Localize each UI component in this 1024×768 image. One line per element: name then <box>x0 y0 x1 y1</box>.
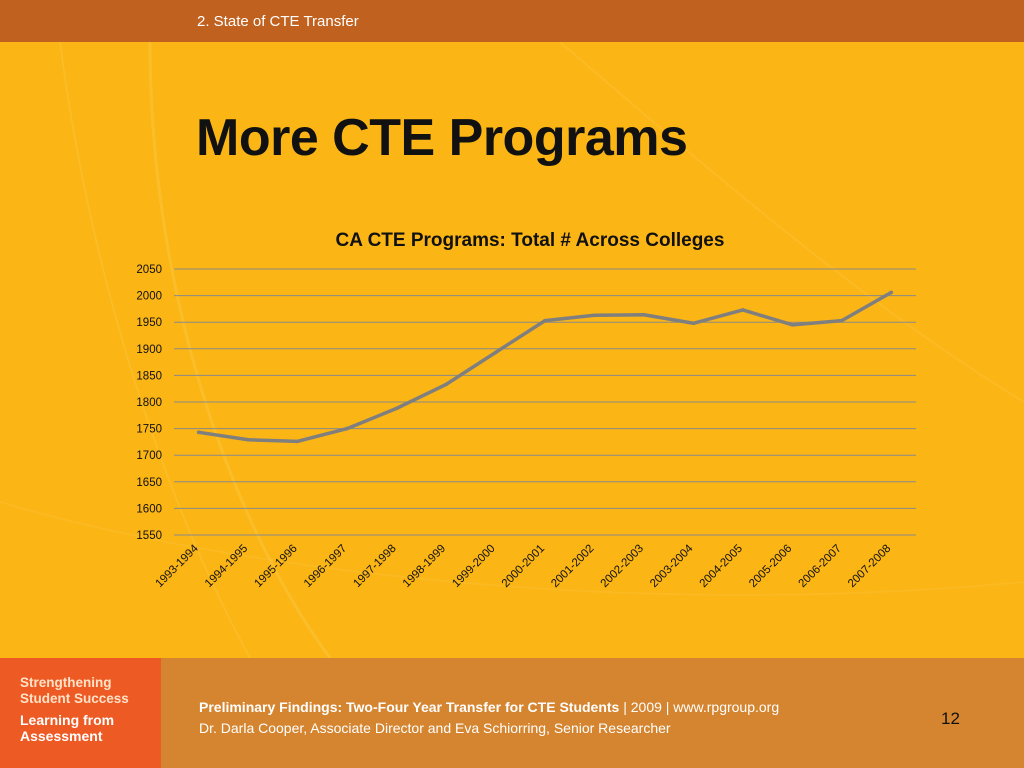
x-tick-label: 2000-2001 <box>500 543 547 590</box>
x-tick-label: 2001-2002 <box>549 543 596 590</box>
series-layer <box>196 290 894 444</box>
data-point <box>493 350 498 355</box>
grid-layer <box>174 268 916 536</box>
x-tick-label: 1997-1998 <box>351 543 398 590</box>
top-bar: 2. State of CTE Transfer <box>0 0 1024 42</box>
y-tick-label: 2000 <box>136 291 162 303</box>
data-point <box>592 313 597 318</box>
x-tick-label: 1999-2000 <box>450 543 497 590</box>
chart-title: CA CTE Programs: Total # Across Colleges <box>336 230 725 251</box>
data-point <box>790 323 795 327</box>
x-tick-label: 2005-2006 <box>747 543 794 590</box>
x-tick-label: 2003-2004 <box>648 542 696 590</box>
y-tick-label: 1850 <box>136 370 162 382</box>
section-label: 2. State of CTE Transfer <box>197 13 359 30</box>
y-tick-label: 2050 <box>136 264 162 276</box>
x-tick-label: 2007-2008 <box>846 543 893 590</box>
x-tick-label: 1993-1994 <box>153 542 201 590</box>
footer-study-line: Preliminary Findings: Two-Four Year Tran… <box>199 699 779 715</box>
line-chart: CA CTE Programs: Total # Across Colleges… <box>136 230 916 590</box>
logo-line-strengthening: Strengthening <box>20 675 112 690</box>
y-tick-label: 1650 <box>136 477 162 489</box>
x-tick-label: 2006-2007 <box>797 543 844 590</box>
footer-study-meta: | 2009 | www.rpgroup.org <box>619 699 780 715</box>
x-tick-label: 1996-1997 <box>302 543 349 590</box>
series-line <box>196 290 894 444</box>
logo-line-learning-from: Learning from <box>20 712 115 728</box>
background-arcs <box>0 42 1024 658</box>
data-point <box>840 318 844 323</box>
logo-line-student-success: Student Success <box>20 691 129 706</box>
data-point <box>741 308 745 312</box>
data-point <box>394 406 399 411</box>
data-point <box>345 426 349 431</box>
page-number: 12 <box>941 709 960 728</box>
data-point <box>196 430 201 435</box>
chart-container: CA CTE Programs: Total # Across Colleges… <box>136 230 916 590</box>
x-tick-label: 1995-1996 <box>252 543 299 590</box>
x-axis-ticks: 1993-1994 1994-1995 1995-1996 1996-1997 1997… <box>153 542 893 590</box>
y-tick-label: 1550 <box>136 530 162 542</box>
logo-line-assessment: Assessment <box>20 728 103 744</box>
rp-group-logo: Strengthening Student Success Learning f… <box>0 658 161 768</box>
y-tick-label: 1600 <box>136 503 162 515</box>
x-tick-label: 1998-1999 <box>401 543 448 590</box>
x-tick-label: 2004-2005 <box>698 543 745 590</box>
data-point <box>691 321 696 326</box>
x-tick-label: 1994-1995 <box>203 543 250 590</box>
data-point <box>295 439 300 444</box>
y-tick-label: 1700 <box>136 450 162 462</box>
y-tick-label: 1900 <box>136 344 162 356</box>
footer-authors: Dr. Darla Cooper, Associate Director and… <box>199 720 671 736</box>
y-axis-ticks: 1550 1600 1650 1700 1750 1800 1850 1900 1950 2000… <box>136 264 162 542</box>
x-tick-label: 2002-2003 <box>599 543 646 590</box>
y-tick-label: 1750 <box>136 424 162 436</box>
y-tick-label: 1950 <box>136 317 162 329</box>
footer: Strengthening Student Success Learning f… <box>0 658 1024 768</box>
data-point <box>889 290 894 295</box>
slide-title: More CTE Programs <box>196 109 688 167</box>
data-point <box>543 318 547 323</box>
footer-study-title: Preliminary Findings: Two-Four Year Tran… <box>199 699 620 715</box>
data-point <box>444 382 448 387</box>
data-point <box>246 437 250 442</box>
data-point <box>642 312 646 317</box>
y-tick-label: 1800 <box>136 397 162 409</box>
